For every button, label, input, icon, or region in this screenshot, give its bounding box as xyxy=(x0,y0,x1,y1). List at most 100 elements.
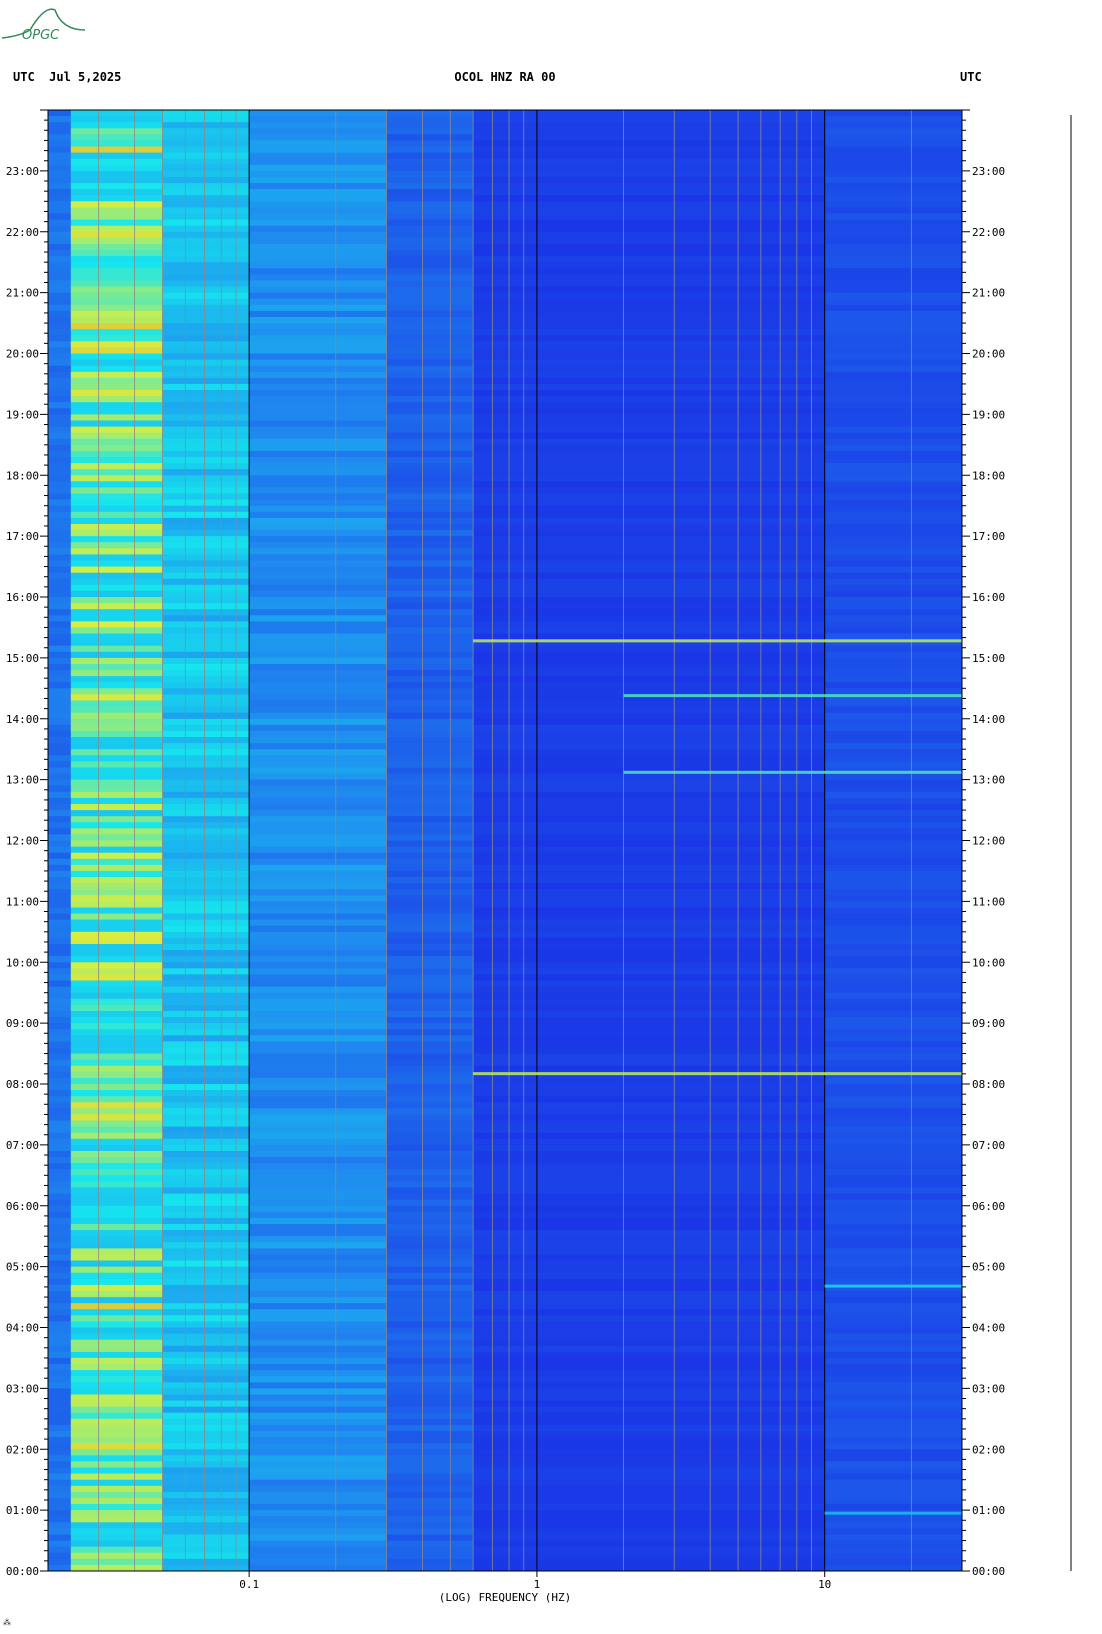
heatmap-cell xyxy=(249,657,387,665)
heatmap-cell xyxy=(473,724,826,732)
heatmap-cell xyxy=(473,743,826,750)
heatmap-cell xyxy=(162,146,250,153)
heatmap-cell xyxy=(48,493,72,500)
heatmap-cell xyxy=(386,396,474,403)
heatmap-cell xyxy=(386,1382,474,1389)
heatmap-cell xyxy=(249,1260,387,1267)
heatmap-cell xyxy=(824,390,962,397)
heatmap-cell xyxy=(70,1272,163,1280)
heatmap-cell xyxy=(386,231,474,239)
heatmap-cell xyxy=(386,536,474,543)
heatmap-cell xyxy=(473,213,826,220)
heatmap-cell xyxy=(48,1120,72,1127)
heatmap-cell xyxy=(473,1485,826,1493)
heatmap-cell xyxy=(386,128,474,135)
heatmap-cell xyxy=(48,743,72,750)
heatmap-cell xyxy=(473,1321,826,1328)
heatmap-cell xyxy=(48,944,72,951)
heatmap-cell xyxy=(48,609,72,616)
heatmap-cell xyxy=(48,804,72,811)
heatmap-cell xyxy=(249,956,387,963)
heatmap-cell xyxy=(162,1120,250,1127)
heatmap-cell xyxy=(473,286,826,293)
heatmap-cell xyxy=(386,804,474,811)
heatmap-cell xyxy=(386,1047,474,1054)
heatmap-cell xyxy=(824,323,962,330)
heatmap-cell xyxy=(249,1205,387,1213)
heatmap-cell xyxy=(386,475,474,482)
heatmap-cell xyxy=(249,140,387,147)
heatmap-cell xyxy=(249,901,387,908)
heatmap-cell xyxy=(386,1297,474,1304)
heatmap-cell xyxy=(386,931,474,939)
heatmap-cell xyxy=(473,560,826,567)
heatmap-cell xyxy=(386,207,474,214)
heatmap-cell xyxy=(824,1029,962,1036)
heatmap-cell xyxy=(48,152,72,160)
heatmap-cell xyxy=(48,390,72,397)
heatmap-cell xyxy=(70,822,163,829)
heatmap-cell xyxy=(162,335,250,342)
heatmap-cell xyxy=(473,706,826,714)
heatmap-cell xyxy=(70,207,163,214)
heatmap-cell xyxy=(162,590,250,598)
heatmap-cell xyxy=(162,243,250,251)
heatmap-cell xyxy=(473,773,826,780)
heatmap-cell xyxy=(824,164,962,172)
heatmap-cell xyxy=(249,773,387,780)
heatmap-cell xyxy=(70,414,163,421)
x-axis: 0.1 1 10 xyxy=(239,1571,831,1591)
heatmap-cell xyxy=(473,1230,826,1237)
heatmap-cell xyxy=(249,1546,387,1554)
heatmap-cell xyxy=(70,1540,163,1548)
heatmap-cell xyxy=(386,1467,474,1474)
heatmap-cell xyxy=(70,310,163,318)
heatmap-cell xyxy=(386,469,474,476)
heatmap-cell xyxy=(162,1029,250,1036)
heatmap-cell xyxy=(48,1522,72,1529)
heatmap-cell xyxy=(473,323,826,330)
y-tick-label-left: 01:00 xyxy=(6,1504,39,1517)
heatmap-cell xyxy=(70,1029,163,1036)
event-line xyxy=(473,639,962,643)
heatmap-cell xyxy=(249,1096,387,1103)
heatmap-cell xyxy=(473,158,826,166)
heatmap-cell xyxy=(386,1564,474,1571)
heatmap-cell xyxy=(48,1564,72,1571)
heatmap-cell xyxy=(162,365,250,373)
heatmap-cell xyxy=(473,1059,826,1067)
heatmap-cell xyxy=(386,1132,474,1140)
heatmap-cell xyxy=(48,1284,72,1292)
heatmap-cell xyxy=(48,1236,72,1243)
heatmap-cell xyxy=(48,158,72,166)
heatmap-cell xyxy=(386,1254,474,1261)
heatmap-cell xyxy=(824,317,962,324)
heatmap-cell xyxy=(824,292,962,300)
heatmap-cell xyxy=(473,219,826,227)
heatmap-cell xyxy=(386,183,474,190)
heatmap-cell xyxy=(70,189,163,196)
heatmap-cell xyxy=(824,426,962,434)
heatmap-cell xyxy=(249,1309,387,1316)
heatmap-cell xyxy=(473,1053,826,1061)
heatmap-cell xyxy=(473,590,826,598)
heatmap-cell xyxy=(48,1400,72,1408)
heatmap-cell xyxy=(386,1230,474,1237)
heatmap-cell xyxy=(473,1528,826,1535)
heatmap-cell xyxy=(473,816,826,823)
heatmap-cell xyxy=(386,730,474,738)
heatmap-cell xyxy=(386,797,474,805)
heatmap-cell xyxy=(249,189,387,196)
heatmap-cell xyxy=(824,706,962,714)
heatmap-cell xyxy=(48,700,72,707)
event-line xyxy=(824,1284,962,1288)
heatmap-cell xyxy=(70,1534,163,1541)
heatmap-cell xyxy=(473,505,826,513)
heatmap-cell xyxy=(473,164,826,172)
heatmap-cell xyxy=(249,408,387,415)
y-tick-label-right: 05:00 xyxy=(972,1261,1005,1274)
heatmap-cell xyxy=(473,524,826,531)
heatmap-cell xyxy=(824,469,962,476)
heatmap-cell xyxy=(70,834,163,841)
